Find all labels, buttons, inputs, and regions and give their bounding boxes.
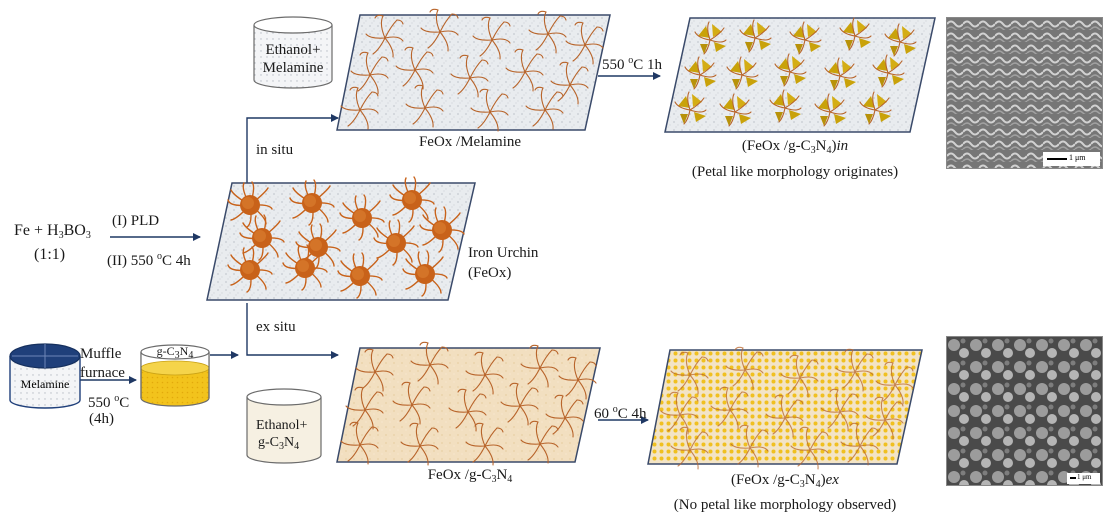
iron-urchin-panel [206,176,476,301]
sem-scale-top: 1 μm [1069,153,1086,162]
beaker-ethanol-melamine [253,16,333,89]
feox-gcn-caption: FeOx /g-C3N4 [427,467,513,485]
ex-situ-note: (No petal like morphology observed) [673,497,897,513]
feox-gcn-in-panel [664,17,936,133]
beaker-melamine-line2: Melamine [262,60,324,76]
feox-melamine-caption: FeOx /Melamine [418,134,522,150]
ex-situ-drying-step: 60 oC 4h [594,404,647,422]
beaker-melamine-line1: Ethanol+ [265,42,321,58]
muffle-furnace-line2: furnace [80,365,125,381]
beaker-gcn-line2: g-C3N4 [258,435,300,452]
gcn-beaker-label: g-C3N4 [156,344,194,361]
sem-texture [947,18,1102,168]
reactant-ratio: (1:1) [34,246,66,263]
step-pld: (I) PLD [112,213,160,229]
beaker-ethanol-gcn [246,388,322,464]
sem-scale-bottom: 1 μm [1077,473,1092,481]
reactant-formula: Fe + H3BO3 [14,222,91,241]
ex-situ-label: ex situ [256,319,296,335]
feox-gcn-ex-panel [647,346,923,470]
melamine-calcination-time: (4h) [89,411,114,427]
melamine-calcination-temp: 550 oC [88,393,130,411]
sem-texture [947,337,1102,485]
feox-melamine-panel [336,8,611,132]
arrow-urchin-to-in-situ [246,114,339,183]
arrow-urchin-to-ex-situ [246,303,339,359]
in-situ-product-label: (FeOx /g-C3N4)in [741,138,849,156]
beaker-gcn-line1: Ethanol+ [256,418,308,433]
flow-arrows [80,72,661,424]
crucible-melamine [9,343,81,409]
sem-image-in-situ: 1 μm [946,17,1103,169]
in-situ-calcination-step: 550 oC 1h [602,55,663,73]
iron-urchin-label: Iron Urchin [468,245,539,261]
ex-situ-product-label: (FeOx /g-C3N4)ex [731,472,839,490]
in-situ-note: (Petal like morphology originates) [691,164,899,180]
muffle-furnace-line1: Muffle [80,346,122,362]
iron-urchin-formula: (FeOx) [468,265,512,281]
crucible-melamine-label: Melamine [20,377,70,391]
sem-image-ex-situ: 1 μm [946,336,1103,486]
feox-gcn-panel [336,341,601,466]
step-anneal: (II) 550 oC 4h [107,251,191,269]
in-situ-label: in situ [256,142,294,158]
beaker-gcn [140,344,210,407]
